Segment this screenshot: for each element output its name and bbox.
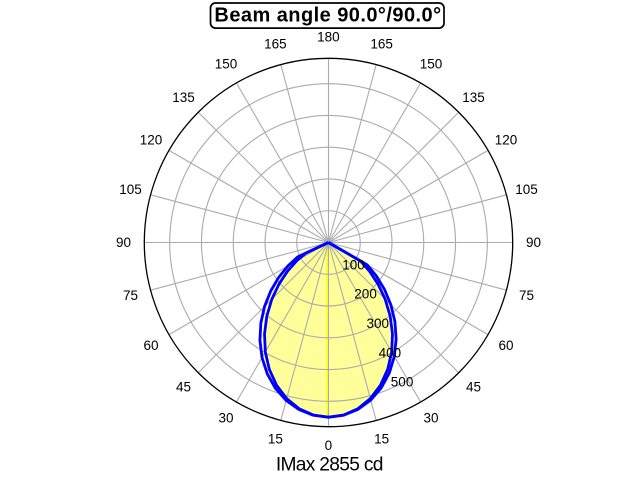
svg-text:45: 45: [466, 379, 481, 394]
svg-text:75: 75: [519, 288, 534, 303]
svg-text:30: 30: [218, 411, 233, 426]
svg-text:0: 0: [325, 438, 333, 453]
svg-text:165: 165: [264, 37, 287, 52]
svg-text:15: 15: [374, 432, 389, 447]
svg-text:165: 165: [370, 37, 393, 52]
svg-text:135: 135: [462, 90, 485, 105]
svg-text:400: 400: [379, 345, 402, 360]
svg-text:105: 105: [119, 182, 142, 197]
svg-text:180: 180: [317, 29, 340, 44]
svg-text:135: 135: [172, 90, 195, 105]
svg-text:500: 500: [391, 375, 414, 390]
svg-text:75: 75: [123, 288, 138, 303]
svg-text:Beam angle 90.0°/90.0°: Beam angle 90.0°/90.0°: [214, 5, 441, 27]
svg-text:60: 60: [143, 338, 158, 353]
svg-text:200: 200: [354, 287, 377, 302]
svg-text:120: 120: [140, 133, 163, 148]
svg-text:150: 150: [215, 57, 238, 72]
svg-text:150: 150: [420, 57, 443, 72]
svg-text:90: 90: [526, 235, 541, 250]
svg-text:45: 45: [176, 379, 191, 394]
svg-text:15: 15: [268, 432, 283, 447]
svg-text:IMax 2855 cd: IMax 2855 cd: [276, 455, 383, 476]
svg-text:60: 60: [498, 338, 513, 353]
svg-text:100: 100: [342, 257, 365, 272]
svg-text:90: 90: [116, 235, 131, 250]
svg-text:105: 105: [515, 182, 538, 197]
svg-text:300: 300: [367, 316, 390, 331]
svg-text:120: 120: [495, 133, 518, 148]
svg-text:30: 30: [423, 411, 438, 426]
